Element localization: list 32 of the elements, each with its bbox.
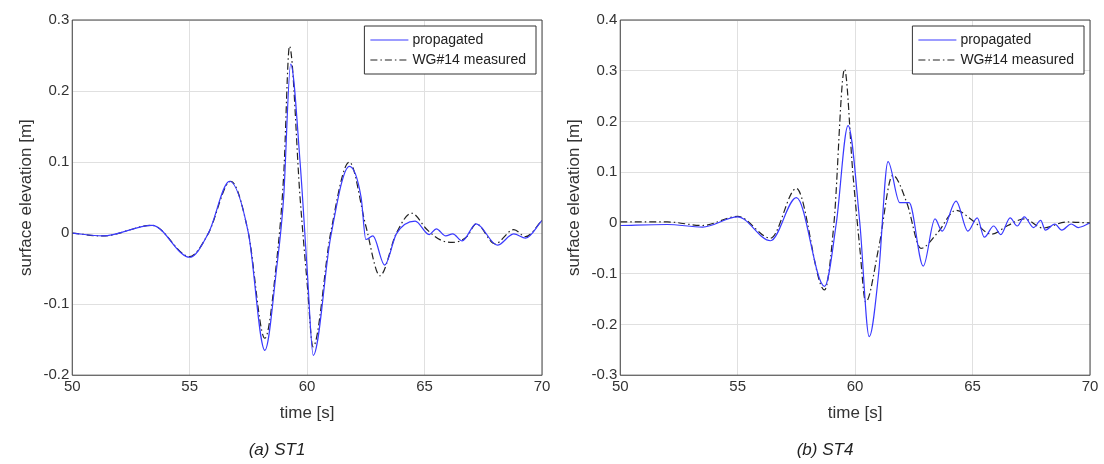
x-axis-title: time [s] (279, 403, 335, 423)
y-tick-label: 0.2 (48, 81, 70, 99)
y-tick-label: 0 (60, 223, 70, 241)
x-tick-label: 55 (729, 377, 747, 395)
y-tick-label: 0.4 (596, 10, 618, 28)
legend-label: propagated (412, 30, 484, 47)
y-tick-label: 0.3 (596, 60, 618, 78)
legend-label: propagated (960, 30, 1032, 47)
legend-label: WG#14 measured (412, 50, 526, 67)
x-tick-label: 70 (1081, 377, 1099, 395)
y-axis-title: surface elevation [m] (15, 119, 35, 277)
x-tick-label: 55 (181, 377, 199, 395)
x-tick-label: 65 (416, 377, 433, 395)
line-series (620, 124, 1090, 338)
y-tick-label: 0.2 (596, 111, 618, 129)
text: (a) ST1 (248, 439, 306, 459)
x-tick-label: 60 (846, 377, 864, 395)
y-tick-label: -0.2 (591, 314, 618, 332)
y-axis-title: surface elevation [m] (563, 119, 583, 277)
line-series (620, 68, 1090, 303)
y-tick-label: 0.1 (596, 162, 618, 180)
y-tick-label: -0.1 (43, 294, 70, 312)
x-tick-label: 60 (298, 377, 316, 395)
y-tick-label: -0.1 (591, 263, 618, 281)
x-tick-label: 70 (533, 377, 551, 395)
x-axis-title: time [s] (827, 403, 883, 423)
x-tick-label: 65 (964, 377, 981, 395)
y-tick-label: 0.3 (48, 10, 70, 28)
text: (b) ST4 (796, 439, 854, 459)
y-tick-label: 0.1 (48, 152, 70, 170)
legend-label: WG#14 measured (960, 50, 1074, 67)
y-tick-label: 0 (608, 213, 618, 231)
